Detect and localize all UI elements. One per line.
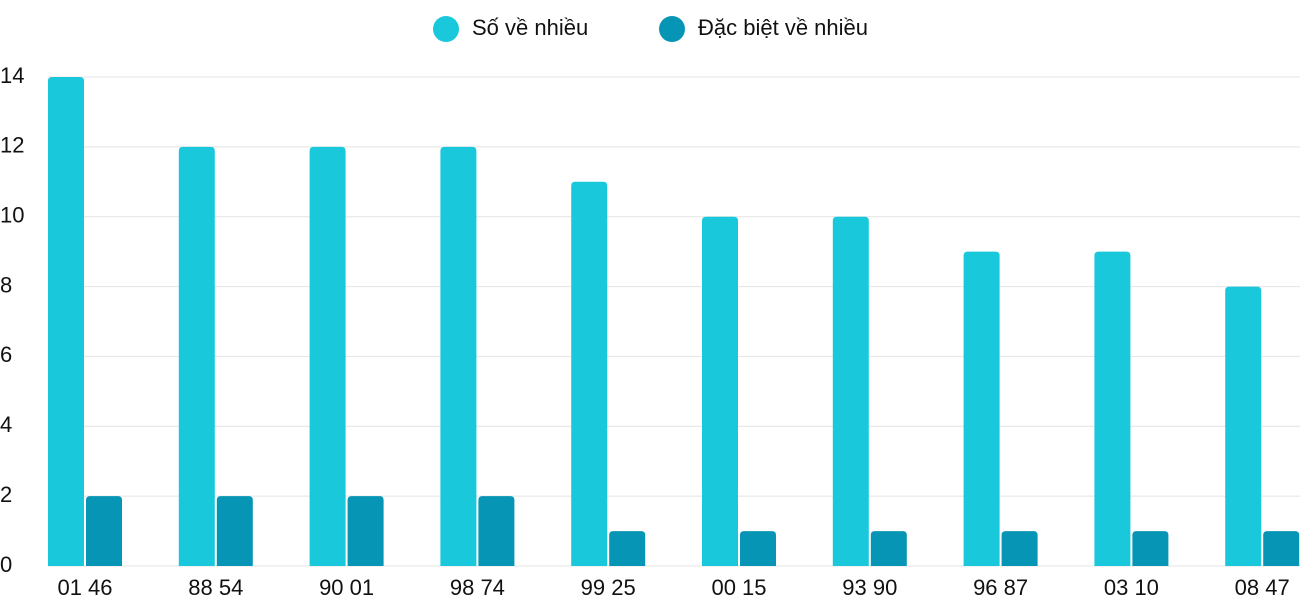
y-tick-label: 8: [0, 272, 12, 297]
legend-marker: [659, 16, 685, 42]
x-tick-label: 93 90: [842, 575, 897, 600]
bar: [1132, 531, 1169, 566]
x-tick-label: 90 01: [319, 575, 374, 600]
x-tick-label: 08 47: [1235, 575, 1290, 600]
legend-marker: [433, 16, 459, 42]
bar: [216, 496, 253, 566]
y-tick-label: 0: [0, 552, 12, 577]
y-tick-label: 14: [0, 63, 24, 88]
bar: [1225, 286, 1262, 566]
bar: [178, 146, 215, 566]
bar: [1001, 531, 1038, 566]
y-tick-label: 10: [0, 203, 24, 228]
x-tick-label: 99 25: [581, 575, 636, 600]
x-tick-label: 98 74: [450, 575, 505, 600]
bar: [870, 531, 907, 566]
y-tick-label: 2: [0, 482, 12, 507]
bar: [571, 181, 608, 567]
y-tick-label: 6: [0, 342, 12, 367]
x-tick-label: 01 46: [57, 575, 112, 600]
bar: [740, 531, 776, 566]
bar: [86, 496, 122, 566]
bar: [702, 216, 738, 566]
bar: [963, 251, 1000, 566]
bar: [48, 77, 84, 566]
bar: [1263, 531, 1300, 566]
x-tick-label: 96 87: [973, 575, 1028, 600]
bar: [832, 216, 869, 566]
legend-label: Đặc biệt về nhiều: [698, 15, 868, 40]
bar: [309, 146, 346, 566]
legend-label: Số về nhiều: [472, 15, 588, 40]
x-tick-label: 00 15: [711, 575, 766, 600]
y-tick-label: 12: [0, 133, 24, 158]
x-tick-label: 88 54: [188, 575, 243, 600]
bar: [440, 146, 477, 566]
y-tick-label: 4: [0, 412, 12, 437]
x-tick-label: 03 10: [1104, 575, 1159, 600]
bar: [478, 496, 515, 566]
bar: [1094, 251, 1131, 566]
bar: [609, 531, 646, 566]
bar: [347, 496, 384, 566]
